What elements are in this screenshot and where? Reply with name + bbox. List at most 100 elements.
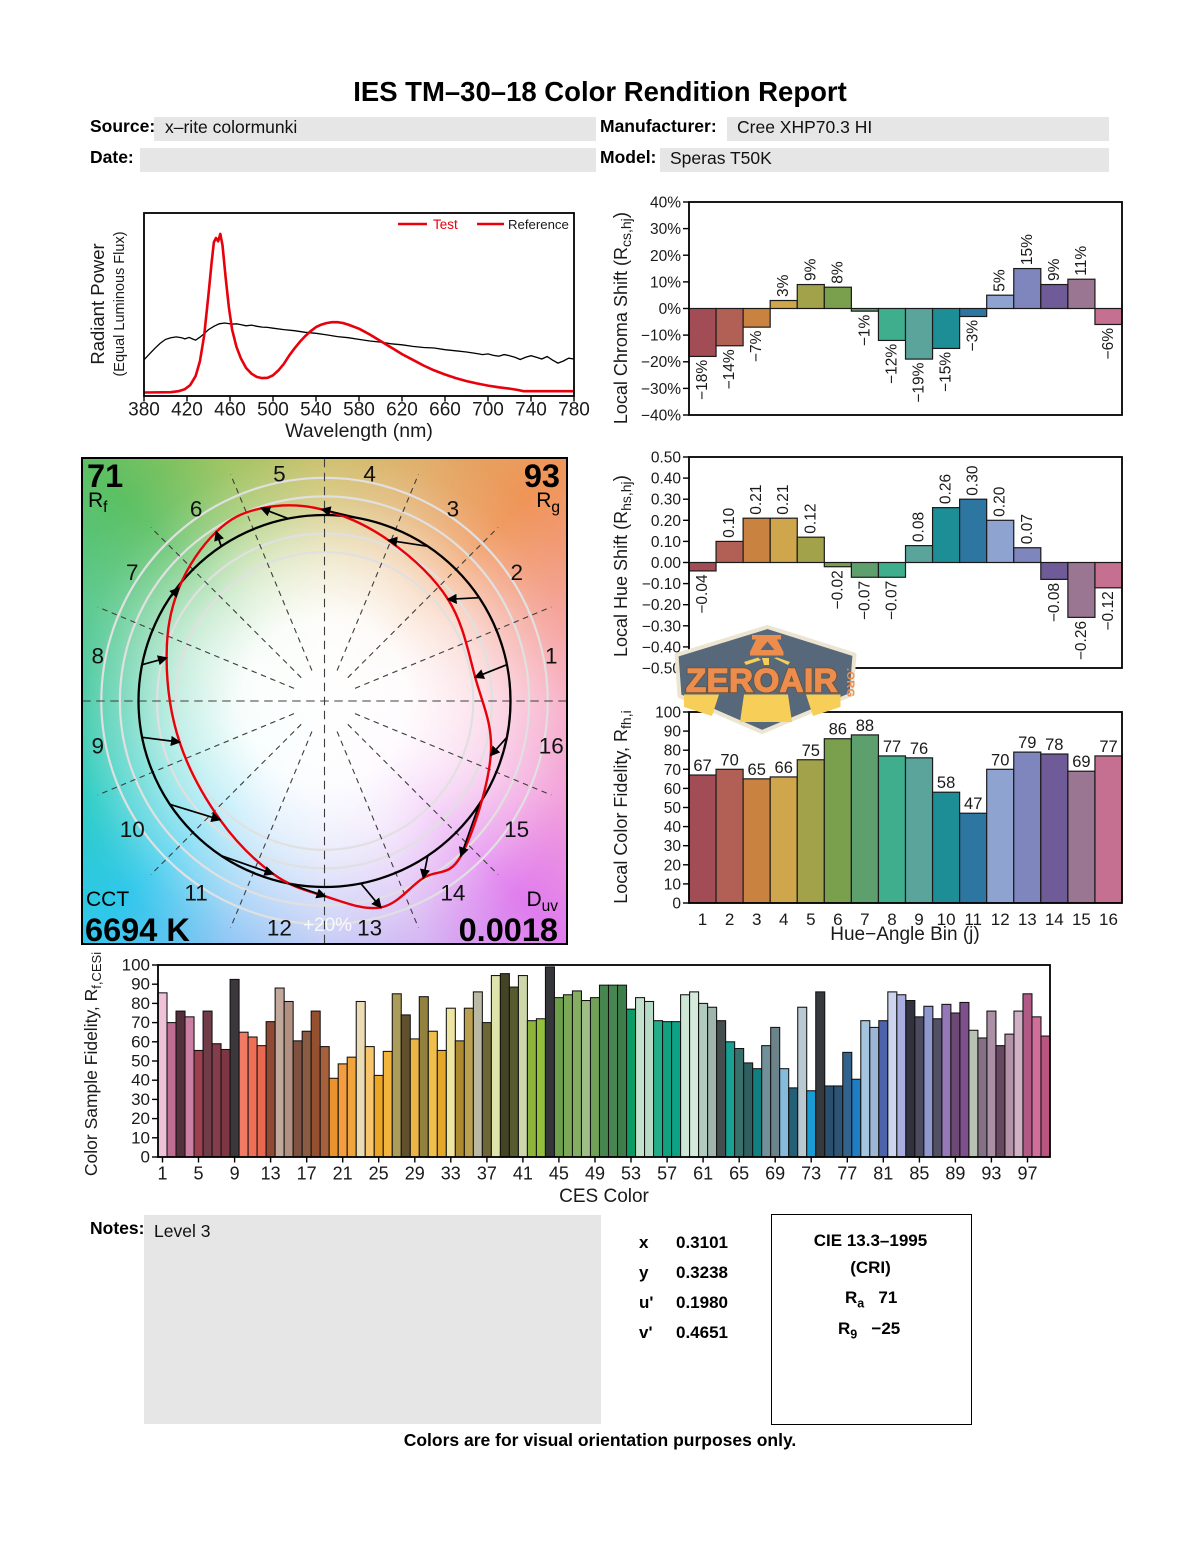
svg-text:50: 50: [131, 1052, 150, 1071]
svg-text:17: 17: [297, 1164, 317, 1184]
svg-text:11: 11: [964, 910, 982, 929]
svg-text:−15%: −15%: [938, 352, 955, 392]
svg-text:Duv: Duv: [526, 888, 558, 915]
svg-text:8: 8: [91, 643, 104, 668]
svg-text:0.20: 0.20: [992, 486, 1009, 517]
svg-text:50: 50: [664, 800, 682, 817]
svg-text:60: 60: [664, 781, 682, 798]
svg-text:10: 10: [664, 876, 682, 893]
svg-text:71: 71: [87, 458, 123, 494]
svg-text:90: 90: [131, 975, 150, 994]
svg-text:−40%: −40%: [641, 408, 681, 425]
svg-text:460: 460: [214, 400, 246, 421]
svg-text:700: 700: [472, 400, 504, 421]
svg-text:76: 76: [910, 740, 928, 758]
svg-text:−0.07: −0.07: [856, 581, 873, 620]
svg-text:65: 65: [729, 1164, 749, 1184]
svg-text:780: 780: [558, 400, 590, 421]
svg-text:Local Color Fidelity, Rfh,i: Local Color Fidelity, Rfh,i: [611, 710, 634, 903]
svg-text:67: 67: [693, 757, 711, 775]
svg-text:10: 10: [120, 817, 145, 842]
svg-text:80: 80: [131, 994, 150, 1013]
svg-text:40: 40: [664, 819, 682, 836]
svg-text:0.30: 0.30: [651, 492, 682, 509]
svg-text:80: 80: [664, 743, 682, 760]
svg-text:30: 30: [664, 838, 682, 855]
svg-text:0.20: 0.20: [651, 513, 682, 530]
svg-text:85: 85: [909, 1164, 929, 1184]
svg-text:40: 40: [131, 1071, 150, 1090]
svg-text:93: 93: [524, 458, 560, 494]
svg-text:0.26: 0.26: [938, 474, 955, 504]
svg-text:13: 13: [357, 915, 382, 940]
svg-text:10%: 10%: [650, 274, 681, 291]
svg-text:Rf: Rf: [88, 489, 108, 516]
svg-text:−0.26: −0.26: [1073, 621, 1090, 660]
svg-text:Hue−Angle Bin (j): Hue−Angle Bin (j): [830, 924, 979, 945]
svg-text:77: 77: [837, 1164, 857, 1184]
svg-text:47: 47: [964, 795, 982, 813]
svg-text:0: 0: [141, 1148, 150, 1167]
svg-text:30%: 30%: [650, 221, 681, 238]
svg-text:Radiant Power: Radiant Power: [87, 243, 108, 364]
svg-text:15: 15: [504, 817, 529, 842]
svg-text:10: 10: [937, 910, 956, 929]
svg-text:0.40: 0.40: [651, 471, 682, 488]
svg-text:10: 10: [131, 1128, 150, 1147]
svg-text:81: 81: [873, 1164, 893, 1184]
svg-text:15%: 15%: [1019, 234, 1036, 265]
svg-text:75: 75: [802, 742, 820, 760]
svg-text:−3%: −3%: [965, 320, 982, 352]
svg-text:14: 14: [440, 881, 465, 906]
svg-text:.ORG: .ORG: [844, 668, 856, 697]
svg-text:30: 30: [131, 1090, 150, 1109]
svg-text:−14%: −14%: [721, 349, 738, 389]
svg-text:100: 100: [655, 705, 681, 722]
svg-text:14: 14: [1045, 910, 1064, 929]
svg-text:−7%: −7%: [748, 330, 765, 362]
svg-text:70: 70: [664, 762, 682, 779]
svg-text:37: 37: [477, 1164, 497, 1184]
svg-text:21: 21: [333, 1164, 353, 1184]
svg-text:9: 9: [914, 910, 923, 929]
svg-text:380: 380: [128, 400, 160, 421]
svg-text:89: 89: [945, 1164, 965, 1184]
svg-text:58: 58: [937, 774, 955, 792]
svg-text:5: 5: [273, 462, 286, 487]
svg-text:70: 70: [720, 751, 738, 769]
svg-text:15: 15: [1072, 910, 1091, 929]
svg-text:5: 5: [193, 1164, 203, 1184]
svg-text:29: 29: [405, 1164, 425, 1184]
svg-text:3: 3: [752, 910, 761, 929]
svg-text:(Equal Luminous Flux): (Equal Luminous Flux): [112, 231, 128, 376]
svg-text:620: 620: [386, 400, 418, 421]
svg-text:0.21: 0.21: [775, 485, 792, 515]
svg-text:16: 16: [539, 734, 564, 759]
svg-text:6: 6: [190, 496, 203, 521]
svg-text:3: 3: [447, 496, 460, 521]
svg-text:ZEROAIR: ZEROAIR: [686, 663, 838, 699]
svg-text:−0.02: −0.02: [829, 570, 846, 609]
svg-text:580: 580: [343, 400, 375, 421]
svg-text:77: 77: [883, 738, 901, 756]
svg-text:−0.20: −0.20: [642, 597, 682, 614]
svg-text:41: 41: [513, 1164, 533, 1184]
svg-text:8: 8: [887, 910, 896, 929]
svg-text:6694 K: 6694 K: [85, 912, 190, 945]
svg-text:20%: 20%: [650, 248, 681, 265]
svg-text:13: 13: [1018, 910, 1037, 929]
svg-text:40%: 40%: [650, 195, 681, 212]
svg-text:Reference: Reference: [508, 217, 569, 232]
svg-text:CCT: CCT: [86, 888, 129, 911]
svg-text:9%: 9%: [802, 258, 819, 281]
svg-text:70: 70: [991, 751, 1009, 769]
svg-text:−0.04: −0.04: [694, 574, 711, 614]
svg-text:0.07: 0.07: [1019, 514, 1036, 544]
svg-text:740: 740: [515, 400, 547, 421]
svg-text:0.12: 0.12: [802, 504, 819, 534]
svg-text:0.10: 0.10: [721, 507, 738, 538]
svg-text:Test: Test: [433, 217, 458, 232]
svg-text:0.50: 0.50: [651, 450, 682, 467]
svg-text:0.08: 0.08: [911, 512, 928, 542]
svg-text:0.21: 0.21: [748, 485, 765, 515]
